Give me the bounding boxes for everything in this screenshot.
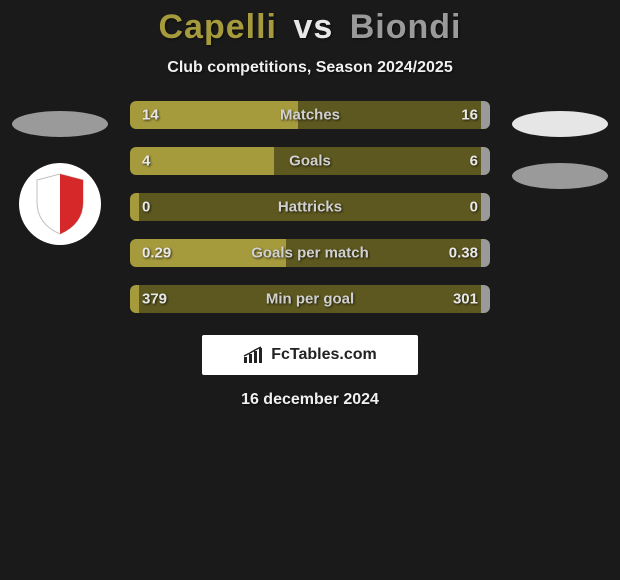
bar-value-left: 4 [142,153,150,170]
bar-fill-right [481,285,490,313]
bar-value-right: 16 [461,107,478,124]
subtitle: Club competitions, Season 2024/2025 [0,59,620,77]
bar-value-right: 301 [453,291,478,308]
bar-fill-right [481,101,490,129]
right-side-column [510,101,610,189]
stat-bar: 379 301 Min per goal [130,285,490,313]
player2-avatar-placeholder-1 [512,111,608,137]
bar-value-left: 0.29 [142,245,171,262]
bar-value-left: 379 [142,291,167,308]
main-row: 14 16 Matches 4 6 Goals 0 0 Hattricks 0.29 0.38 Goa… [0,101,620,313]
player2-avatar-placeholder-2 [512,163,608,189]
chart-icon [243,346,265,364]
stat-bar: 14 16 Matches [130,101,490,129]
vs-label: vs [293,8,333,46]
bar-fill-left [130,147,274,175]
bar-fill-right [481,239,490,267]
bar-fill-right [481,147,490,175]
page-title: Capelli vs Biondi [0,8,620,47]
bar-fill-left [130,285,139,313]
player2-name: Biondi [350,8,462,46]
bars-column: 14 16 Matches 4 6 Goals 0 0 Hattricks 0.29 0.38 Goa… [130,101,490,313]
stat-bar: 0.29 0.38 Goals per match [130,239,490,267]
bar-fill-left [130,193,139,221]
bar-label: Hattricks [278,199,342,216]
bar-label: Goals [289,153,331,170]
bar-value-right: 0.38 [449,245,478,262]
bar-value-left: 0 [142,199,150,216]
bar-label: Matches [280,107,340,124]
watermark-text: FcTables.com [271,346,377,364]
stat-bar: 0 0 Hattricks [130,193,490,221]
comparison-container: Capelli vs Biondi Club competitions, Sea… [0,0,620,409]
bar-label: Goals per match [251,245,369,262]
watermark: FcTables.com [202,335,418,375]
bar-fill-right [481,193,490,221]
bar-value-right: 0 [470,199,478,216]
bar-label: Min per goal [266,291,354,308]
bar-value-left: 14 [142,107,159,124]
player1-avatar-placeholder [12,111,108,137]
date-label: 16 december 2024 [0,391,620,409]
bar-value-right: 6 [470,153,478,170]
player1-name: Capelli [159,8,277,46]
stat-bar: 4 6 Goals [130,147,490,175]
shield-icon [33,172,87,236]
player1-club-badge [19,163,101,245]
left-side-column [10,101,110,245]
